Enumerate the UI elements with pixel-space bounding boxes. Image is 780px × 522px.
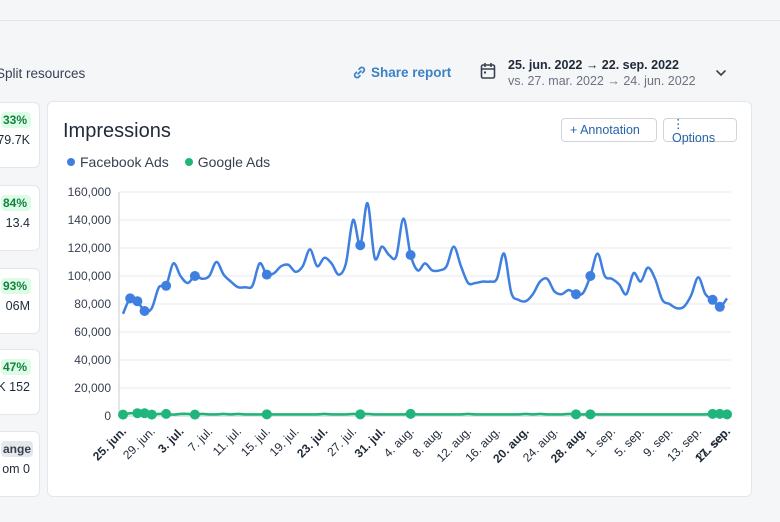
legend-marker-facebook — [67, 158, 75, 166]
data-point-google — [261, 409, 272, 420]
x-tick-label: 29. jun. — [120, 424, 158, 462]
metric-card-3[interactable]: 93% 06M — [0, 268, 40, 334]
data-point-facebook — [189, 271, 200, 281]
metric-card-4[interactable]: 47% K 152 — [0, 349, 40, 415]
series-line-facebook — [121, 201, 729, 315]
share-report-label: Share report — [371, 65, 452, 80]
data-point-google — [722, 409, 732, 420]
data-point-google — [118, 409, 128, 420]
data-point-google — [707, 408, 718, 419]
change-badge: ange — [1, 441, 33, 457]
x-tick-label: 11. jul. — [210, 424, 244, 458]
chevron-down-icon[interactable] — [714, 66, 728, 80]
link-icon — [353, 66, 366, 79]
chart-legend: Facebook Ads Google Ads — [67, 154, 270, 170]
data-point-facebook — [161, 280, 172, 291]
y-tick-label: 120,000 — [68, 241, 112, 255]
data-point-facebook — [132, 296, 143, 307]
data-point-google — [189, 409, 200, 420]
y-tick-label: 40,000 — [74, 353, 111, 367]
y-tick-label: 20,000 — [74, 381, 111, 395]
x-tick-label: 23. jul. — [294, 424, 330, 460]
data-point-google — [571, 409, 581, 420]
compare-range: vs. 27. mar. 2022 → 24. jun. 2022 — [508, 74, 696, 88]
data-point-google — [585, 409, 596, 420]
data-point-facebook — [571, 289, 581, 300]
options-button[interactable]: ⋮ Options — [663, 117, 737, 145]
data-point-facebook — [261, 269, 272, 280]
metric-value: om 0 — [2, 462, 30, 476]
metric-card-1[interactable]: 33% 79.7K — [0, 102, 40, 168]
impressions-chart: 0 20,000 40,000 60,000 80,000 100,000 120,000 1… — [68, 185, 734, 466]
legend-item-facebook[interactable]: Facebook Ads — [67, 154, 169, 170]
change-badge: 47% — [1, 359, 31, 375]
x-tick-label: 3. jul. — [155, 424, 187, 456]
change-badge: 93% — [1, 278, 31, 294]
metric-value: 13.4 — [5, 216, 30, 230]
metric-card-5[interactable]: ange om 0 — [0, 431, 40, 497]
impressions-card: Impressions + Annotation ⋮ Options Faceb… — [47, 101, 752, 497]
top-bar — [0, 0, 780, 21]
change-badge: 33% — [1, 112, 31, 128]
data-point-facebook — [714, 301, 725, 312]
data-point-facebook — [585, 271, 596, 281]
metric-card-2[interactable]: 84% 13.4 — [0, 185, 40, 251]
legend-item-google[interactable]: Google Ads — [184, 154, 271, 170]
legend-label-google: Google Ads — [197, 154, 271, 170]
data-point-google — [355, 409, 366, 420]
date-range[interactable]: 25. jun. 2022 → 22. sep. 2022 — [508, 58, 679, 72]
data-point-google — [146, 409, 157, 420]
data-point-google — [161, 408, 172, 419]
y-tick-label: 80,000 — [74, 297, 111, 311]
y-tick-label: 0 — [104, 409, 111, 423]
y-tick-label: 140,000 — [68, 213, 112, 227]
metric-value: K 152 — [0, 380, 30, 394]
metric-value: 79.7K — [0, 133, 30, 147]
data-point-facebook — [355, 240, 366, 251]
split-resources-label: Split resources — [0, 66, 86, 81]
legend-label-facebook: Facebook Ads — [80, 154, 169, 170]
x-tick-label: 5. sep. — [611, 424, 646, 459]
x-tick-label: 4. aug. — [381, 424, 417, 460]
x-tick-label: 15. jul. — [238, 424, 273, 459]
data-point-facebook — [405, 250, 416, 260]
calendar-icon[interactable] — [480, 62, 496, 80]
data-point-google — [714, 408, 725, 419]
y-tick-label: 60,000 — [74, 325, 111, 339]
x-tick-label: 25. jun. — [90, 424, 129, 463]
data-point-google — [132, 408, 143, 419]
series-line-google — [122, 411, 728, 416]
data-point-google — [405, 408, 416, 419]
y-tick-label: 160,000 — [68, 185, 112, 199]
chart-title: Impressions — [63, 120, 171, 142]
share-report-button[interactable]: Share report — [352, 65, 451, 80]
y-tick-label: 100,000 — [68, 269, 112, 283]
metric-value: 06M — [5, 299, 30, 313]
data-point-facebook — [139, 306, 150, 316]
legend-marker-google — [184, 158, 193, 166]
x-tick-label: 31. jul. — [352, 424, 388, 460]
x-tick-label: 1. sep. — [583, 424, 618, 459]
data-point-facebook — [707, 294, 718, 305]
add-annotation-button[interactable]: + Annotation — [561, 118, 657, 142]
change-badge: 84% — [1, 195, 31, 211]
